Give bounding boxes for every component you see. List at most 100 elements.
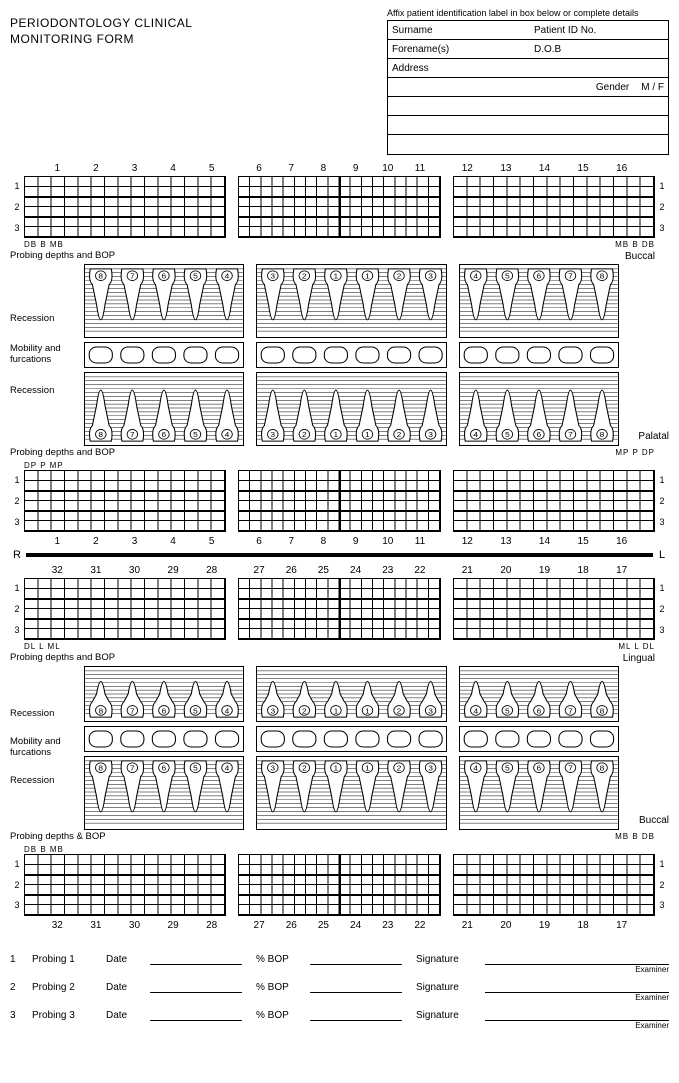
tooth-number: 1 <box>38 536 77 547</box>
svg-text:5: 5 <box>505 764 510 773</box>
footer-sig-label: Signature <box>416 982 471 993</box>
grid-up-right[interactable] <box>453 470 655 532</box>
svg-text:2: 2 <box>396 764 401 773</box>
tooth-number: 31 <box>77 920 116 931</box>
svg-text:3: 3 <box>428 764 433 773</box>
footer-sig-field[interactable]: Examiner <box>485 953 669 965</box>
tooth-number: 14 <box>525 536 564 547</box>
svg-text:5: 5 <box>193 764 198 773</box>
title-line-2: MONITORING FORM <box>10 32 192 48</box>
tooth-number: 13 <box>487 163 526 174</box>
tooth-number: 3 <box>115 163 154 174</box>
patient-gender-row[interactable]: Gender M / F <box>388 78 668 97</box>
examiner-label: Examiner <box>635 993 669 1002</box>
footer-date-field[interactable] <box>150 981 242 993</box>
tooth-number: 1 <box>38 163 77 174</box>
recession-label-2: Recession <box>10 386 82 397</box>
tooth-number: 11 <box>404 536 436 547</box>
footer-num: 3 <box>10 1010 18 1021</box>
upper-right-labels: Palatal <box>619 264 669 446</box>
svg-text:1: 1 <box>333 707 338 716</box>
lower-lingual-sublabels: DL L ML ML L DL <box>10 642 669 651</box>
patient-forename-row[interactable]: Forename(s) D.O.B <box>388 40 668 59</box>
teeth-lb-mid: 321123 <box>256 756 447 830</box>
tooth-number: 24 <box>340 920 372 931</box>
patient-blank-3[interactable] <box>388 135 668 154</box>
grid-ll-left[interactable] <box>24 578 226 640</box>
upper-buccal-grid[interactable]: 1 2 3 1 2 3 <box>10 176 669 238</box>
tooth-number: 6 <box>243 163 275 174</box>
address-label: Address <box>392 63 664 74</box>
grid-side-right: 1 2 3 <box>655 176 669 238</box>
teeth-ll-left: 87654 <box>84 666 244 722</box>
tooth-number: 32 <box>38 565 77 576</box>
grid-ub-right[interactable] <box>453 176 655 238</box>
footer-sig-field[interactable]: Examiner <box>485 981 669 993</box>
tooth-number: 29 <box>154 565 193 576</box>
tooth-number: 2 <box>77 163 116 174</box>
tooth-number: 3 <box>115 536 154 547</box>
patient-surname-row[interactable]: Surname Patient ID No. <box>388 21 668 40</box>
tooth-number: 22 <box>404 920 436 931</box>
footer-date-label: Date <box>106 1010 136 1021</box>
lower-buccal-sublabels: DB B MB <box>10 845 669 854</box>
svg-text:6: 6 <box>162 430 167 439</box>
svg-text:6: 6 <box>162 764 167 773</box>
probing-bop-label-2: Probing depths and BOP <box>10 448 115 459</box>
tooth-number: 27 <box>243 565 275 576</box>
svg-text:3: 3 <box>270 272 275 281</box>
sublabel-mb-b-db: MB B DB <box>609 240 669 249</box>
upper-tooth-numbers-bottom: 12345 67891011 1213141516 <box>10 536 669 547</box>
sublabel-mp-p-dp: MP P DP <box>609 448 669 459</box>
footer-bop-field[interactable] <box>310 981 402 993</box>
tooth-number: 2 <box>77 536 116 547</box>
grid-ub-mid[interactable] <box>238 176 440 238</box>
title-line-1: PERIODONTOLOGY CLINICAL <box>10 16 192 32</box>
grid-up-mid[interactable] <box>238 470 440 532</box>
grid-side-left: 1 2 3 <box>10 176 24 238</box>
grid-ub-left[interactable] <box>24 176 226 238</box>
footer-sig-field[interactable]: Examiner <box>485 1009 669 1021</box>
grid-lb-mid[interactable] <box>238 854 440 916</box>
examiner-label: Examiner <box>635 1021 669 1030</box>
upper-palatal-grid[interactable]: 123 123 <box>10 470 669 532</box>
tooth-number: 14 <box>525 163 564 174</box>
svg-text:1: 1 <box>333 430 338 439</box>
lower-lingual-grid[interactable]: 123 123 <box>10 578 669 640</box>
footer-bop-field[interactable] <box>310 1009 402 1021</box>
tooth-number: 8 <box>307 536 339 547</box>
grid-lb-right[interactable] <box>453 854 655 916</box>
forename-label: Forename(s) <box>392 44 522 55</box>
tooth-number: 15 <box>564 536 603 547</box>
svg-text:7: 7 <box>568 707 573 716</box>
tooth-number: 25 <box>307 565 339 576</box>
footer-date-field[interactable] <box>150 953 242 965</box>
upper-teeth-area: 87654 321123 45678 87654 321123 45678 <box>84 264 619 446</box>
svg-text:6: 6 <box>162 272 167 281</box>
svg-text:8: 8 <box>600 707 605 716</box>
teeth-ll-right: 45678 <box>459 666 619 722</box>
svg-text:4: 4 <box>474 764 479 773</box>
upper-tooth-numbers-top: 12345 67891011 1213141516 <box>10 163 669 174</box>
grid-up-left[interactable] <box>24 470 226 532</box>
footer-date-field[interactable] <box>150 1009 242 1021</box>
footer-date-label: Date <box>106 982 136 993</box>
tooth-number: 5 <box>192 536 231 547</box>
occlusal-u-right <box>459 342 619 368</box>
svg-text:4: 4 <box>474 272 479 281</box>
footer-bop-field[interactable] <box>310 953 402 965</box>
grid-ll-mid[interactable] <box>238 578 440 640</box>
patient-blank-1[interactable] <box>388 97 668 116</box>
patientid-label: Patient ID No. <box>534 25 664 36</box>
patient-address-row[interactable]: Address <box>388 59 668 78</box>
tooth-number: 28 <box>192 565 231 576</box>
patient-blank-2[interactable] <box>388 116 668 135</box>
svg-text:4: 4 <box>225 430 230 439</box>
tooth-number: 16 <box>602 536 641 547</box>
tooth-number: 12 <box>448 163 487 174</box>
grid-lb-left[interactable] <box>24 854 226 916</box>
lower-buccal-grid[interactable]: 123 123 <box>10 854 669 916</box>
tooth-number: 18 <box>564 565 603 576</box>
svg-text:8: 8 <box>98 430 103 439</box>
grid-ll-right[interactable] <box>453 578 655 640</box>
